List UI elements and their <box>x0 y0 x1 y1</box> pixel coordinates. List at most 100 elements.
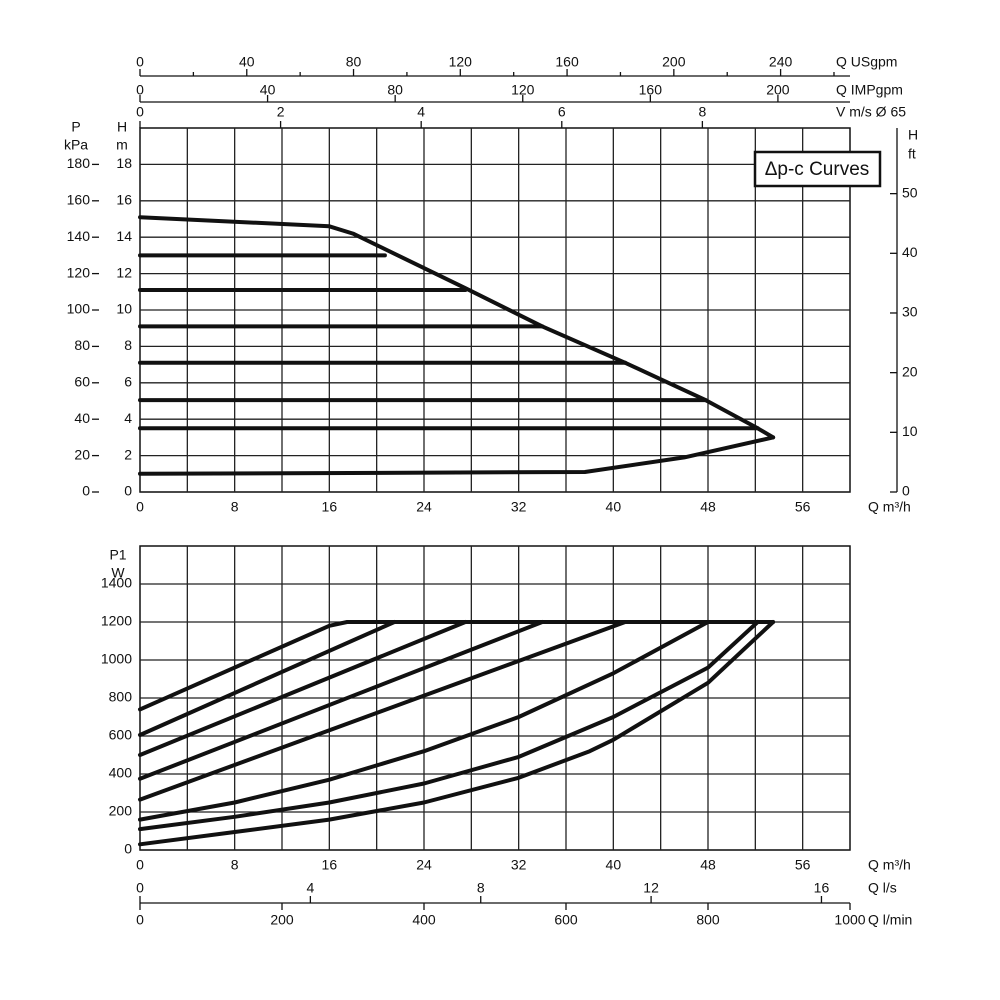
y-tick-label: 800 <box>109 689 133 705</box>
x-tick-label: 16 <box>322 857 338 873</box>
curve <box>138 620 628 802</box>
x-tick-label: 24 <box>416 499 432 515</box>
y2-tick-label: 30 <box>902 304 918 320</box>
top-axis-label: Q USgpm <box>836 54 897 70</box>
bottom-tick-label: 600 <box>554 912 578 928</box>
top-tick-label: 120 <box>449 54 473 70</box>
bottom-tick-label: 12 <box>643 880 659 896</box>
y-tick-label: 4 <box>124 410 132 426</box>
top-tick-label: 200 <box>662 54 686 70</box>
y-tick-label: 600 <box>109 727 133 743</box>
x-tick-label: 8 <box>231 857 239 873</box>
y2-tick-label: 10 <box>902 423 918 439</box>
y-tick-label: 0 <box>124 483 132 499</box>
y2-tick-label: 0 <box>902 483 910 499</box>
top-tick-label: 0 <box>136 82 144 98</box>
bottom-tick-label: 8 <box>477 880 485 896</box>
x-tick-label: 0 <box>136 499 144 515</box>
top-tick-label: 120 <box>511 82 535 98</box>
x-tick-label: 56 <box>795 857 811 873</box>
top-tick-label: 160 <box>555 54 579 70</box>
bottom-tick-label: 0 <box>136 912 144 928</box>
bottom-tick-label: 1000 <box>834 912 865 928</box>
y-tick-label: 1000 <box>101 651 132 667</box>
x-tick-label: 40 <box>606 499 622 515</box>
p-tick-label: 80 <box>74 337 90 353</box>
y-tick-label: 200 <box>109 803 133 819</box>
p-tick-label: 40 <box>74 410 90 426</box>
y2-tick-label: 50 <box>902 184 918 200</box>
bottom-tick-label: 4 <box>306 880 314 896</box>
curve <box>138 620 545 781</box>
p-tick-label: 180 <box>67 155 91 171</box>
y-tick-label: 2 <box>124 446 132 462</box>
curve <box>138 620 760 832</box>
p-tick-label: 0 <box>82 483 90 499</box>
top-tick-label: 8 <box>698 104 706 120</box>
top-tick-label: 240 <box>769 54 793 70</box>
x-axis-label: Q m³/h <box>868 499 911 515</box>
y-tick-label: 16 <box>116 192 132 208</box>
y-tick-label: 14 <box>116 228 132 244</box>
curve <box>138 620 710 822</box>
y-axis-label: P1 <box>109 547 126 563</box>
y-axis-label: m <box>116 137 128 153</box>
y-tick-label: 1400 <box>101 575 132 591</box>
x-tick-label: 8 <box>231 499 239 515</box>
p-tick-label: 60 <box>74 374 90 390</box>
y-tick-label: 10 <box>116 301 132 317</box>
y2-tick-label: 40 <box>902 244 918 260</box>
top-tick-label: 160 <box>639 82 663 98</box>
y-tick-label: 1200 <box>101 613 132 629</box>
x-tick-label: 32 <box>511 857 527 873</box>
annotation-box <box>753 150 882 188</box>
top-axis-label: V m/s Ø 65 <box>836 104 906 120</box>
p-tick-label: 140 <box>67 228 91 244</box>
top-tick-label: 200 <box>766 82 790 98</box>
bottom-tick-label: 400 <box>412 912 436 928</box>
x-tick-label: 48 <box>700 499 716 515</box>
p-tick-label: 120 <box>67 264 91 280</box>
annotation: Δp-c Curves <box>765 159 870 180</box>
y-tick-label: 400 <box>109 765 133 781</box>
top-tick-label: 40 <box>239 54 255 70</box>
bottom-tick-label: 0 <box>136 880 144 896</box>
bottom-tick-label: 16 <box>814 880 830 896</box>
x-tick-label: 24 <box>416 857 432 873</box>
top-tick-label: 40 <box>260 82 276 98</box>
y-tick-label: 6 <box>124 374 132 390</box>
y2-axis-label: H <box>908 127 918 143</box>
bottom-tick-label: 800 <box>696 912 720 928</box>
top-tick-label: 0 <box>136 54 144 70</box>
p-tick-label: 100 <box>67 301 91 317</box>
p-axis-label: P <box>71 119 80 135</box>
x-tick-label: 56 <box>795 499 811 515</box>
y-tick-label: 18 <box>116 155 132 171</box>
x-tick-label: 32 <box>511 499 527 515</box>
top-tick-label: 0 <box>136 104 144 120</box>
y-tick-label: 0 <box>124 841 132 857</box>
y2-axis-label: ft <box>908 146 916 162</box>
top-axis-label: Q IMPgpm <box>836 82 903 98</box>
top-tick-label: 2 <box>277 104 285 120</box>
y-axis-label: W <box>111 565 125 581</box>
y-tick-label: 12 <box>116 264 132 280</box>
y-axis-label: H <box>117 119 127 135</box>
top-tick-label: 80 <box>346 54 362 70</box>
p-axis-label: kPa <box>64 137 88 153</box>
x-tick-label: 0 <box>136 857 144 873</box>
curve <box>138 435 776 476</box>
curve <box>138 620 776 847</box>
x-tick-label: 16 <box>322 499 338 515</box>
x-axis-label: Q m³/h <box>868 857 911 873</box>
bottom-axis-label: Q l/s <box>868 880 897 896</box>
y2-tick-label: 20 <box>902 363 918 379</box>
x-tick-label: 40 <box>606 857 622 873</box>
top-tick-label: 4 <box>417 104 425 120</box>
x-tick-label: 48 <box>700 857 716 873</box>
p-tick-label: 160 <box>67 192 91 208</box>
curve <box>138 620 468 757</box>
y-tick-label: 8 <box>124 337 132 353</box>
p-tick-label: 20 <box>74 446 90 462</box>
